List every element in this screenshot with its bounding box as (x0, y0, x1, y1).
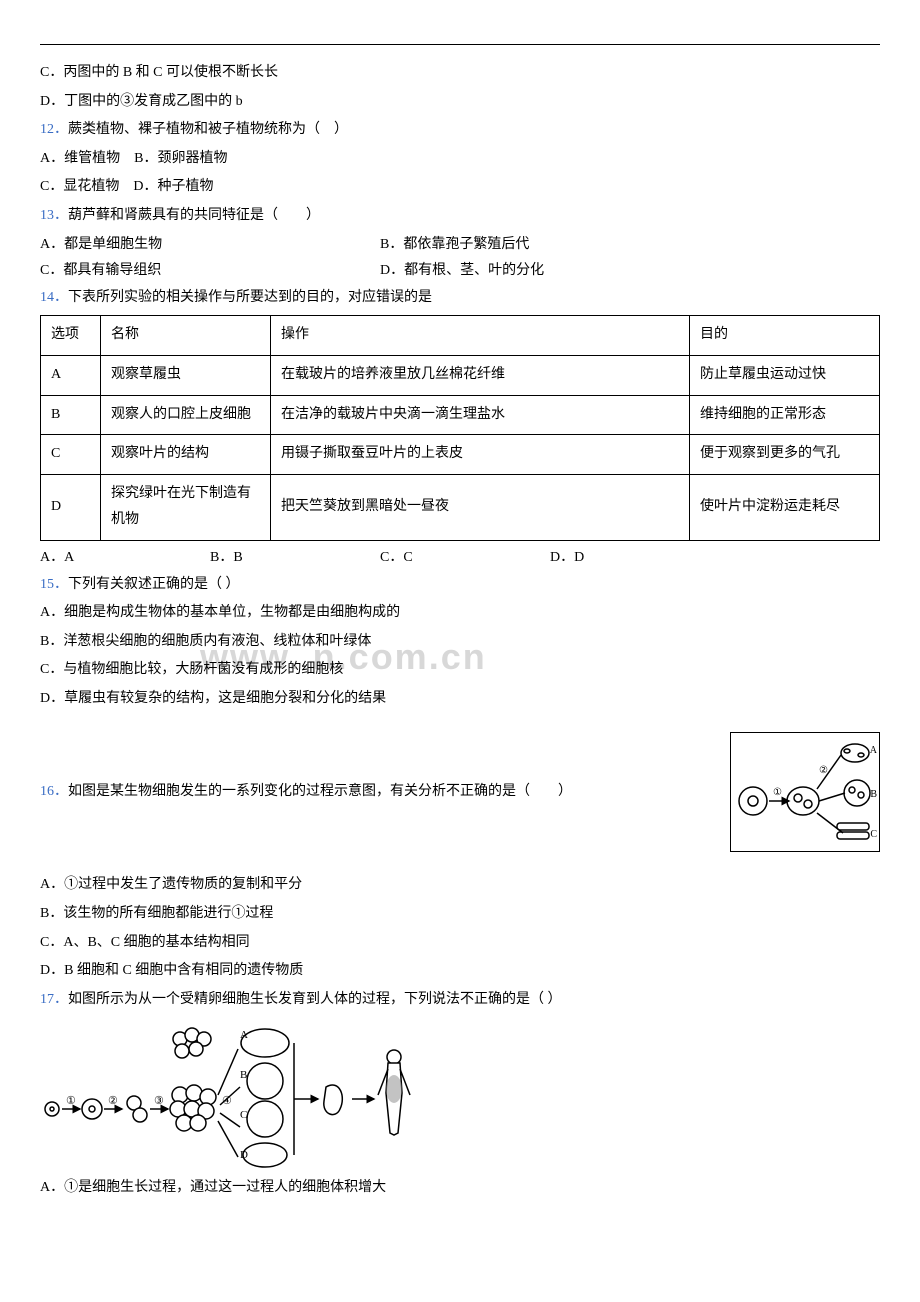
q17-l4: ④ (222, 1091, 232, 1112)
q16-b: B．该生物的所有细胞都能进行①过程 (40, 901, 880, 928)
prev-option-d: D．丁图中的③发育成乙图中的 b (40, 89, 880, 116)
cell: 在载玻片的培养液里放几丝棉花纤维 (271, 355, 690, 395)
q14-text: 下表所列实验的相关操作与所要达到的目的，对应错误的是 (68, 290, 432, 305)
q16-label-a: A (870, 741, 877, 760)
q14-num: 14． (40, 290, 68, 305)
q14-table: 选项 名称 操作 目的 A 观察草履虫 在载玻片的培养液里放几丝棉花纤维 防止草… (40, 315, 880, 541)
cell: A (41, 355, 101, 395)
q13-b: B．都依靠孢子繁殖后代 (380, 232, 720, 259)
q13-a: A．都是单细胞生物 (40, 232, 380, 259)
q14-stem: 14．下表所列实验的相关操作与所要达到的目的，对应错误的是 (40, 285, 880, 312)
q15-stem: 15．下列有关叙述正确的是（ ） (40, 572, 880, 599)
q17-l3: ③ (154, 1091, 164, 1112)
q16-num: 16． (40, 784, 68, 799)
cell: 把天竺葵放到黑暗处一昼夜 (271, 474, 690, 540)
q16-d: D．B 细胞和 C 细胞中含有相同的遗传物质 (40, 958, 880, 985)
th-purpose: 目的 (690, 316, 880, 356)
th-name: 名称 (101, 316, 271, 356)
table-row: B 观察人的口腔上皮细胞 在洁净的载玻片中央滴一滴生理盐水 维持细胞的正常形态 (41, 395, 880, 435)
cell: D (41, 474, 101, 540)
th-option: 选项 (41, 316, 101, 356)
q16-label-c: C (870, 825, 877, 844)
th-operation: 操作 (271, 316, 690, 356)
q16-label-2: ② (819, 761, 828, 780)
table-row: C 观察叶片的结构 用镊子撕取蚕豆叶片的上表皮 便于观察到更多的气孔 (41, 435, 880, 475)
q17-l1: ① (66, 1091, 76, 1112)
cell: 探究绿叶在光下制造有机物 (101, 474, 271, 540)
q16-diagram: ① ② A B C (730, 732, 880, 852)
q13-num: 13． (40, 208, 68, 223)
q12-num: 12． (40, 122, 68, 137)
q12-row2: C．显花植物 D．种子植物 (40, 174, 880, 201)
q17-lc: C (240, 1105, 247, 1126)
q17-a: A．①是细胞生长过程，通过这一过程人的细胞体积增大 (40, 1175, 880, 1202)
cell: 使叶片中淀粉运走耗尽 (690, 474, 880, 540)
q17-l2: ② (108, 1091, 118, 1112)
q12-text: 蕨类植物、裸子植物和被子植物统称为（ ） (68, 122, 348, 137)
cell: 维持细胞的正常形态 (690, 395, 880, 435)
q15-num: 15． (40, 577, 68, 592)
q17-ld: D (240, 1145, 248, 1166)
q15-a: A．细胞是构成生物体的基本单位，生物都是由细胞构成的 (40, 600, 880, 627)
cell: C (41, 435, 101, 475)
q12-row1: A．维管植物 B．颈卵器植物 (40, 146, 880, 173)
table-row: D 探究绿叶在光下制造有机物 把天竺葵放到黑暗处一昼夜 使叶片中淀粉运走耗尽 (41, 474, 880, 540)
q14-ans-b: B．B (210, 545, 380, 572)
q17-text: 如图所示为从一个受精卵细胞生长发育到人体的过程，下列说法不正确的是（ ） (68, 992, 562, 1007)
q13-d: D．都有根、茎、叶的分化 (380, 258, 720, 285)
q15-d: D．草履虫有较复杂的结构，这是细胞分裂和分化的结果 (40, 686, 880, 713)
q17-stem: 17．如图所示为从一个受精卵细胞生长发育到人体的过程，下列说法不正确的是（ ） (40, 987, 880, 1014)
q14-ans-d: D．D (550, 545, 720, 572)
q13-c: C．都具有输导组织 (40, 258, 380, 285)
prev-option-c: C．丙图中的 B 和 C 可以使根不断长长 (40, 60, 880, 87)
q15-text: 下列有关叙述正确的是（ ） (68, 577, 240, 592)
cell: 观察草履虫 (101, 355, 271, 395)
q13-text: 葫芦藓和肾蕨具有的共同特征是（ ） (68, 208, 320, 223)
q16-label-b: B (870, 785, 877, 804)
table-row: A 观察草履虫 在载玻片的培养液里放几丝棉花纤维 防止草履虫运动过快 (41, 355, 880, 395)
q14-ans-a: A．A (40, 545, 210, 572)
q16-text: 如图是某生物细胞发生的一系列变化的过程示意图，有关分析不正确的是（ ） (68, 784, 572, 799)
q12-stem: 12．蕨类植物、裸子植物和被子植物统称为（ ） (40, 117, 880, 144)
table-header-row: 选项 名称 操作 目的 (41, 316, 880, 356)
q17-lb: B (240, 1065, 247, 1086)
cell: 在洁净的载玻片中央滴一滴生理盐水 (271, 395, 690, 435)
cell: 观察人的口腔上皮细胞 (101, 395, 271, 435)
cell: 观察叶片的结构 (101, 435, 271, 475)
q16-a: A．①过程中发生了遗传物质的复制和平分 (40, 872, 880, 899)
q17-num: 17． (40, 992, 68, 1007)
q13-stem: 13．葫芦藓和肾蕨具有的共同特征是（ ） (40, 203, 880, 230)
cell: 用镊子撕取蚕豆叶片的上表皮 (271, 435, 690, 475)
q17-diagram: ① ② ③ ④ A B C D (40, 1019, 440, 1169)
q15-c: C．与植物细胞比较，大肠杆菌没有成形的细胞核 (40, 657, 880, 684)
q16-label-1: ① (773, 783, 782, 802)
q16-c: C．A、B、C 细胞的基本结构相同 (40, 930, 880, 957)
q17-la: A (240, 1025, 248, 1046)
q14-ans-c: C．C (380, 545, 550, 572)
cell: B (41, 395, 101, 435)
cell: 防止草履虫运动过快 (690, 355, 880, 395)
q15-b: B．洋葱根尖细胞的细胞质内有液泡、线粒体和叶绿体 (40, 629, 880, 656)
cell: 便于观察到更多的气孔 (690, 435, 880, 475)
